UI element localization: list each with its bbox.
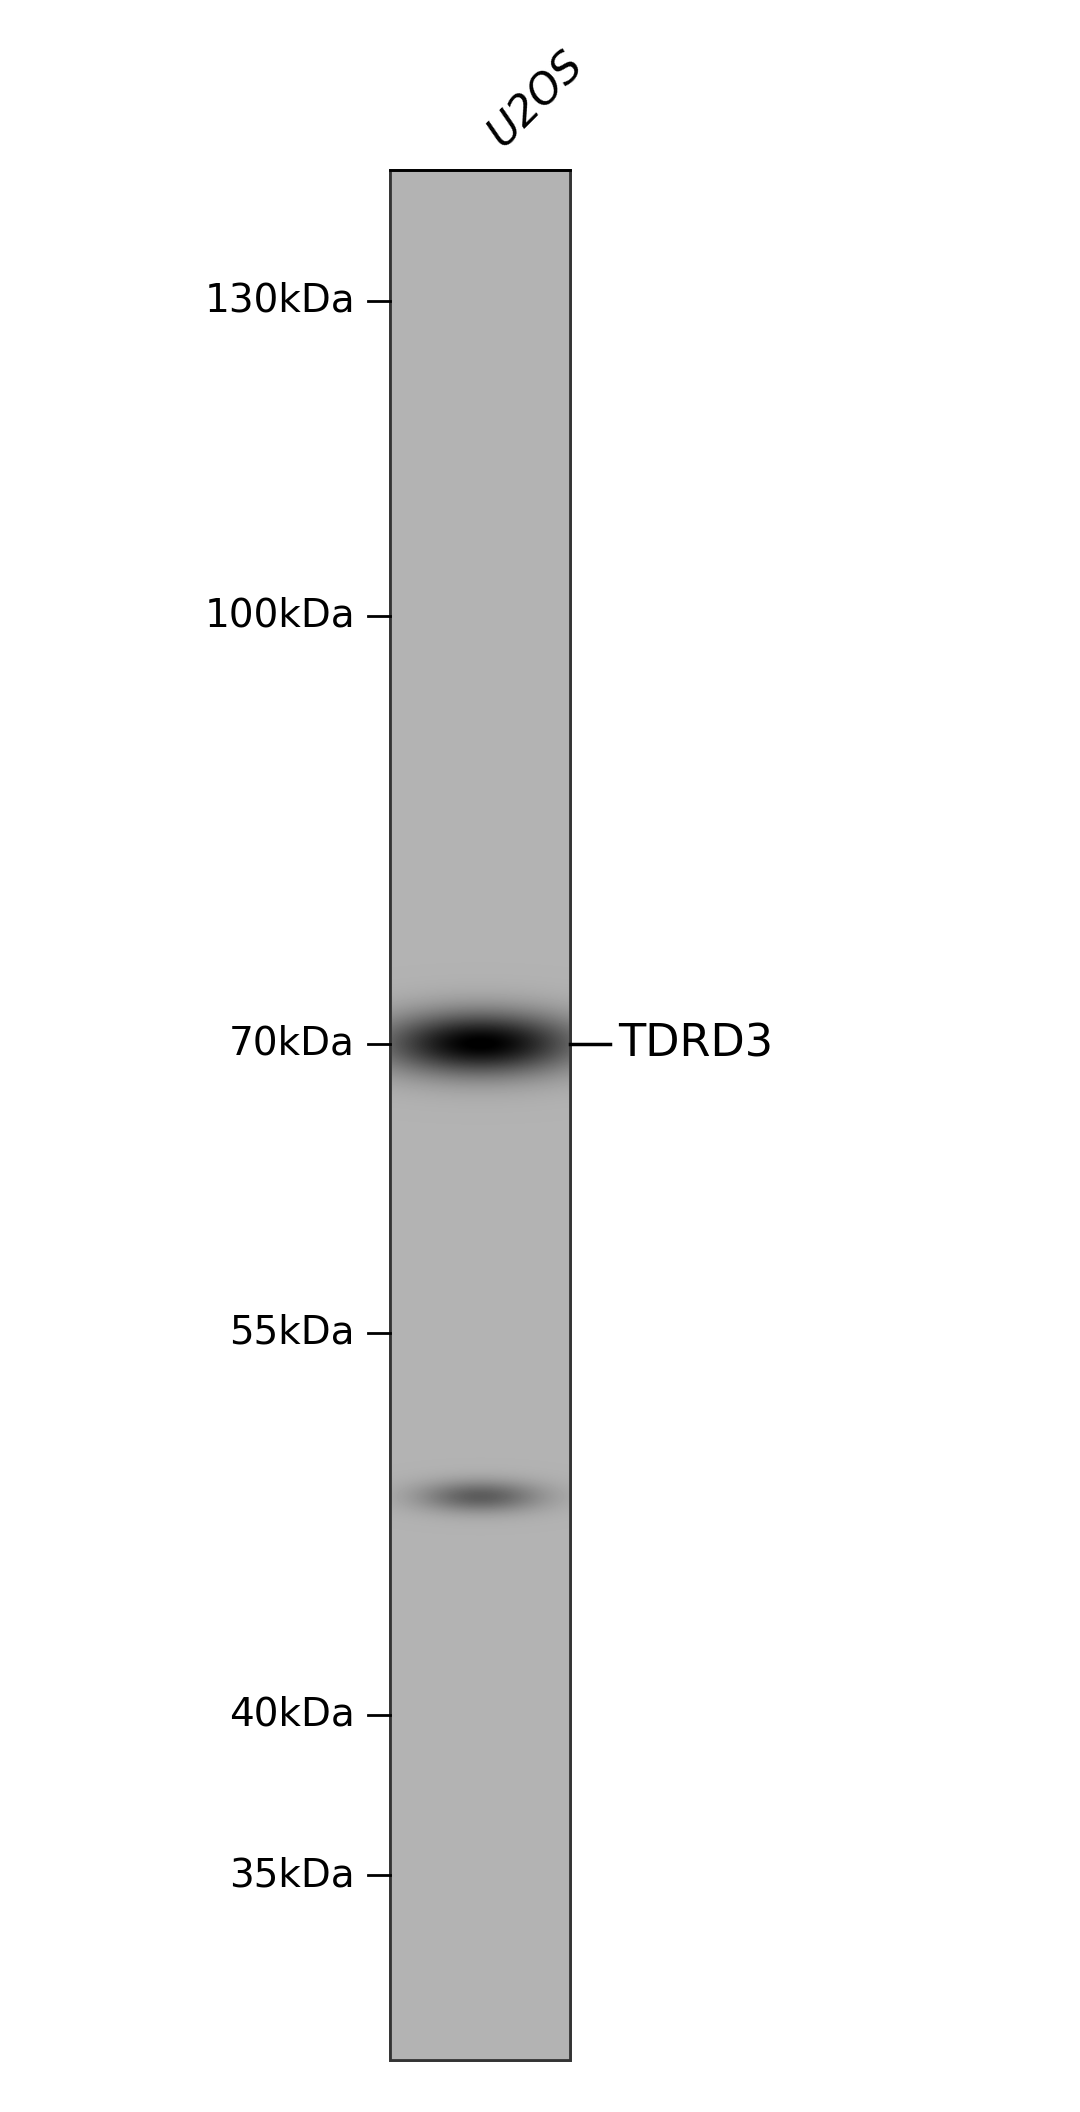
Bar xyxy=(390,169,570,2059)
Text: 35kDa: 35kDa xyxy=(229,1856,355,1894)
Text: U2OS: U2OS xyxy=(480,42,592,154)
Text: 130kDa: 130kDa xyxy=(204,283,355,321)
Text: TDRD3: TDRD3 xyxy=(618,1022,773,1064)
Bar xyxy=(390,169,570,2059)
Text: 100kDa: 100kDa xyxy=(204,598,355,636)
Text: 55kDa: 55kDa xyxy=(229,1314,355,1352)
Text: 40kDa: 40kDa xyxy=(229,1696,355,1734)
Text: 70kDa: 70kDa xyxy=(229,1024,355,1062)
